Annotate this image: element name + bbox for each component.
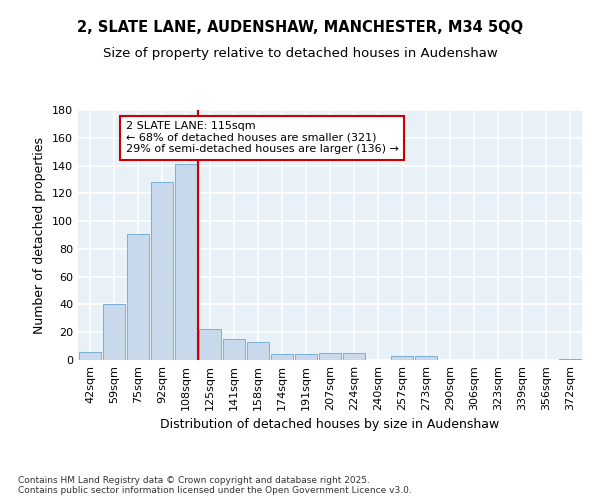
Bar (175, 164, 197, 360)
Text: 2, SLATE LANE, AUDENSHAW, MANCHESTER, M34 5QQ: 2, SLATE LANE, AUDENSHAW, MANCHESTER, M3… (77, 20, 523, 35)
Text: Contains HM Land Registry data © Crown copyright and database right 2025.
Contai: Contains HM Land Registry data © Crown c… (18, 476, 412, 495)
Bar (415, 356, 437, 360)
Bar (127, 234, 149, 360)
Bar (103, 304, 125, 360)
Bar (271, 354, 293, 360)
Y-axis label: Number of detached properties: Number of detached properties (34, 136, 46, 334)
Bar (295, 354, 317, 360)
Text: 2 SLATE LANE: 115sqm
← 68% of detached houses are smaller (321)
29% of semi-deta: 2 SLATE LANE: 115sqm ← 68% of detached h… (126, 121, 399, 154)
Bar (559, 358, 581, 360)
Bar (223, 339, 245, 360)
Bar (79, 352, 101, 360)
Bar (343, 353, 365, 360)
Bar (151, 182, 173, 360)
Bar (391, 356, 413, 360)
Bar (319, 353, 341, 360)
Bar (247, 342, 269, 360)
Bar (199, 330, 221, 360)
X-axis label: Distribution of detached houses by size in Audenshaw: Distribution of detached houses by size … (160, 418, 500, 432)
Text: Size of property relative to detached houses in Audenshaw: Size of property relative to detached ho… (103, 48, 497, 60)
